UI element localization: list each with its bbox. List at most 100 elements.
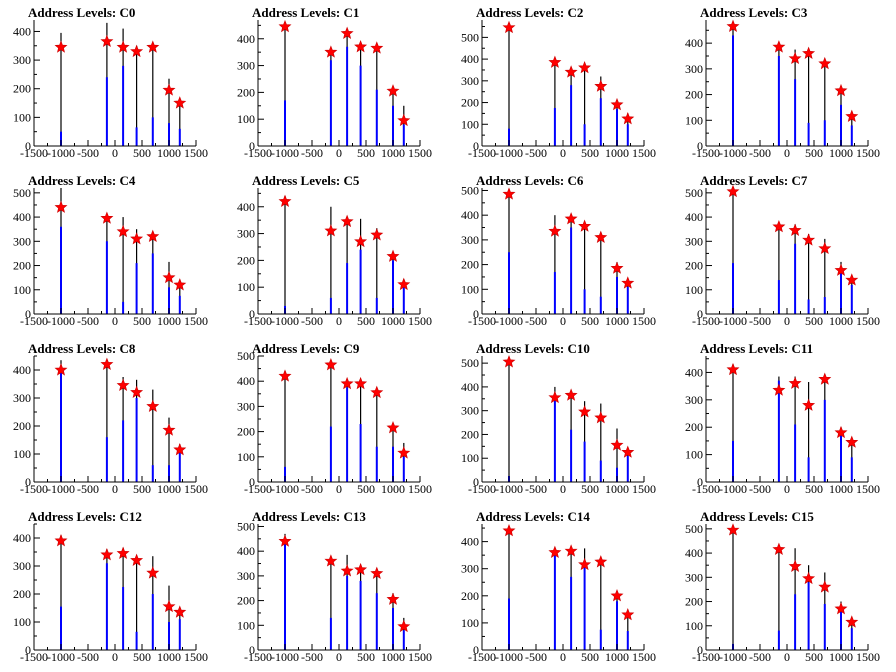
star-marker bbox=[578, 405, 592, 418]
x-tick-label: 1500 bbox=[632, 482, 656, 496]
star-marker bbox=[834, 83, 848, 97]
x-tick-label: -500 bbox=[749, 650, 771, 664]
star-marker bbox=[610, 438, 624, 451]
y-tick-label: 300 bbox=[13, 234, 31, 248]
star-marker bbox=[162, 599, 176, 613]
chart-svg: Address Levels: C5 0 100 200 300 400 -1500 -100… bbox=[237, 173, 432, 328]
y-tick-label: 200 bbox=[13, 82, 31, 96]
y-tick-label: 200 bbox=[13, 587, 31, 601]
x-tick-label: -1500 bbox=[692, 314, 720, 328]
star-marker bbox=[845, 273, 859, 286]
y-tick-label: 500 bbox=[685, 186, 703, 200]
star-marker bbox=[621, 111, 635, 125]
x-tick-label: 1000 bbox=[605, 650, 629, 664]
star-marker bbox=[845, 615, 859, 628]
x-tick-label: -1500 bbox=[692, 482, 720, 496]
star-marker bbox=[818, 372, 832, 385]
star-marker bbox=[116, 546, 130, 559]
x-tick-label: -500 bbox=[301, 650, 323, 664]
y-tick-label: 0 bbox=[249, 307, 255, 321]
y-tick-label: 300 bbox=[237, 569, 255, 583]
x-tick-label: -1500 bbox=[692, 146, 720, 160]
star-marker bbox=[354, 562, 368, 576]
x-tick-label: 500 bbox=[357, 146, 375, 160]
chart-title: Address Levels: C1 bbox=[252, 5, 359, 20]
y-tick-label: 400 bbox=[685, 365, 703, 379]
x-tick-label: 500 bbox=[357, 482, 375, 496]
y-tick-label: 300 bbox=[13, 559, 31, 573]
x-tick-label: -1000 bbox=[271, 146, 299, 160]
y-tick-label: 400 bbox=[461, 52, 479, 66]
y-tick-label: 400 bbox=[685, 36, 703, 50]
x-tick-label: 1000 bbox=[829, 482, 853, 496]
x-tick-label: 500 bbox=[357, 314, 375, 328]
star-marker bbox=[370, 566, 384, 579]
x-tick-label: -1000 bbox=[47, 482, 75, 496]
chart-svg: Address Levels: C3 0 100 200 300 400 -1500 -100… bbox=[685, 5, 880, 160]
x-tick-label: -1500 bbox=[468, 146, 496, 160]
x-tick-label: -500 bbox=[525, 146, 547, 160]
star-marker bbox=[564, 388, 578, 401]
x-tick-label: 0 bbox=[784, 146, 790, 160]
star-marker bbox=[130, 44, 144, 58]
x-tick-label: 0 bbox=[784, 314, 790, 328]
y-tick-label: 200 bbox=[13, 259, 31, 273]
x-tick-label: 500 bbox=[805, 482, 823, 496]
x-tick-label: 1500 bbox=[632, 314, 656, 328]
y-tick-label: 300 bbox=[237, 399, 255, 413]
star-marker bbox=[340, 214, 354, 228]
star-marker bbox=[340, 26, 354, 39]
chart-svg: Address Levels: C90100200300400500-1500-… bbox=[237, 341, 432, 496]
x-tick-label: -1500 bbox=[244, 146, 272, 160]
star-marker bbox=[278, 534, 292, 547]
y-tick-label: 100 bbox=[461, 282, 479, 296]
y-tick-label: 200 bbox=[461, 427, 479, 441]
x-tick-label: 1500 bbox=[632, 650, 656, 664]
x-tick-label: 1000 bbox=[157, 146, 181, 160]
star-marker bbox=[788, 559, 802, 572]
x-tick-label: 0 bbox=[112, 482, 118, 496]
x-tick-label: 0 bbox=[336, 650, 342, 664]
x-tick-label: 500 bbox=[805, 146, 823, 160]
y-tick-label: 400 bbox=[461, 380, 479, 394]
star-marker bbox=[610, 97, 624, 111]
x-tick-label: -1500 bbox=[20, 482, 48, 496]
star-marker bbox=[502, 355, 516, 368]
y-tick-label: 400 bbox=[13, 24, 31, 38]
star-marker bbox=[802, 571, 816, 585]
x-tick-label: -1000 bbox=[495, 314, 523, 328]
chart-panel: Address Levels: C14 0 100 200 300 400 -1500 -10… bbox=[448, 504, 672, 672]
y-tick-label: 0 bbox=[25, 643, 31, 657]
star-marker bbox=[340, 564, 354, 577]
chart-panel: Address Levels: C4 0 100 200 300 400 500 -1500-… bbox=[0, 168, 224, 336]
x-tick-label: 1000 bbox=[157, 314, 181, 328]
y-tick-label: 200 bbox=[461, 258, 479, 272]
y-tick-label: 100 bbox=[461, 117, 479, 131]
chart-title: Address Levels: C14 bbox=[476, 509, 590, 524]
x-tick-label: -500 bbox=[301, 482, 323, 496]
y-tick-label: 300 bbox=[685, 234, 703, 248]
x-tick-label: 1000 bbox=[829, 314, 853, 328]
x-tick-label: -500 bbox=[525, 314, 547, 328]
x-tick-label: 1000 bbox=[605, 314, 629, 328]
x-tick-label: 0 bbox=[112, 650, 118, 664]
x-tick-label: 500 bbox=[581, 482, 599, 496]
x-tick-label: -1000 bbox=[719, 314, 747, 328]
star-marker bbox=[772, 219, 786, 233]
y-tick-label: 400 bbox=[237, 32, 255, 46]
y-tick-label: 100 bbox=[461, 451, 479, 465]
x-tick-label: 500 bbox=[133, 314, 151, 328]
x-tick-label: 0 bbox=[560, 146, 566, 160]
y-tick-label: 0 bbox=[25, 307, 31, 321]
y-tick-label: 100 bbox=[13, 447, 31, 461]
y-tick-label: 0 bbox=[473, 307, 479, 321]
x-tick-label: -1000 bbox=[271, 314, 299, 328]
star-marker bbox=[324, 357, 338, 371]
star-marker bbox=[146, 40, 160, 53]
y-tick-label: 100 bbox=[237, 450, 255, 464]
y-tick-label: 0 bbox=[697, 475, 703, 489]
y-tick-label: 100 bbox=[13, 615, 31, 629]
star-marker bbox=[100, 357, 114, 370]
x-tick-label: 0 bbox=[336, 146, 342, 160]
star-marker bbox=[564, 544, 578, 557]
